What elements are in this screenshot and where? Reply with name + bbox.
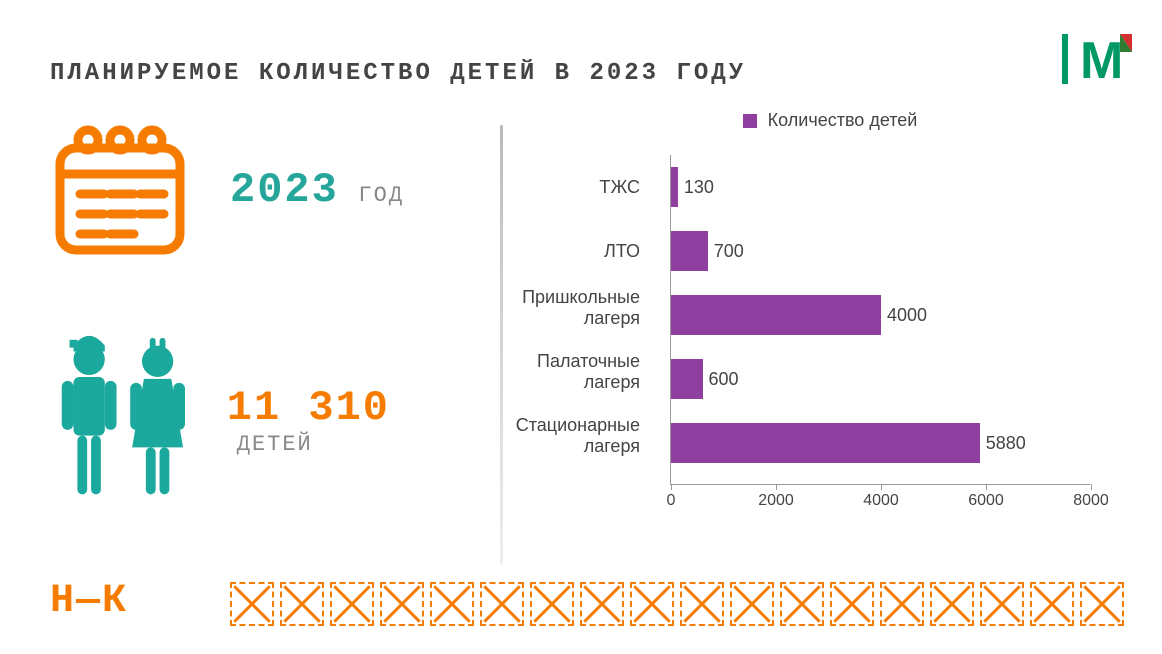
chart-bar-value: 700 — [714, 241, 744, 262]
chart-bar-row: 130 — [671, 167, 714, 207]
vertical-divider — [500, 125, 503, 565]
children-icon — [50, 330, 197, 510]
decor-x-box — [680, 582, 724, 626]
legend-swatch — [743, 114, 757, 128]
chart-bar — [671, 167, 678, 207]
decor-x-box — [730, 582, 774, 626]
chart-bar — [671, 295, 881, 335]
plot: ТЖС130ЛТО700Пришкольныелагеря4000Палаточ… — [670, 155, 1090, 485]
year-unit: ГОД — [358, 183, 404, 208]
chart-bar-row: 5880 — [671, 423, 1026, 463]
chart-x-tick: 4000 — [863, 492, 899, 510]
chart-x-tick-mark — [881, 484, 882, 490]
chart-x-tick-mark — [1091, 484, 1092, 490]
chart-y-label: ЛТО — [510, 241, 640, 262]
decor-x-box — [980, 582, 1024, 626]
chart-bar-value: 130 — [684, 177, 714, 198]
chart-x-tick-mark — [776, 484, 777, 490]
children-unit: ДЕТЕЙ — [237, 432, 313, 457]
decor-x-box — [930, 582, 974, 626]
left-summary-panel: 2023 ГОД — [50, 120, 480, 510]
children-value-group: 11 310 ДЕТЕЙ — [227, 384, 480, 457]
city-logo: М — [1062, 24, 1132, 94]
chart-bar-value: 4000 — [887, 305, 927, 326]
chart-x-tick-mark — [671, 484, 672, 490]
decor-x-box — [1030, 582, 1074, 626]
chart-x-tick: 6000 — [968, 492, 1004, 510]
decor-x-box — [330, 582, 374, 626]
chart-plot-area: ТЖС130ЛТО700Пришкольныелагеря4000Палаточ… — [530, 145, 1110, 525]
chart-y-label: Палаточныелагеря — [510, 351, 640, 392]
year-value-group: 2023 ГОД — [230, 166, 404, 214]
chart-x-tick: 8000 — [1073, 492, 1109, 510]
legend-label: Количество детей — [768, 110, 918, 130]
svg-text:М: М — [1080, 32, 1123, 90]
decor-x-box — [580, 582, 624, 626]
chart-bar-row: 4000 — [671, 295, 927, 335]
decor-x-box — [530, 582, 574, 626]
decor-x-box — [880, 582, 924, 626]
chart-bar-value: 5880 — [986, 433, 1026, 454]
decor-x-box — [380, 582, 424, 626]
year-number: 2023 — [230, 166, 339, 214]
children-number: 11 310 — [227, 384, 390, 432]
chart-bar — [671, 359, 703, 399]
chart-bar — [671, 231, 708, 271]
chart-y-label: ТЖС — [510, 177, 640, 198]
decor-x-box — [430, 582, 474, 626]
chart-bar — [671, 423, 980, 463]
page-title: ПЛАНИРУЕМОЕ КОЛИЧЕСТВО ДЕТЕЙ В 2023 ГОДУ — [50, 60, 746, 87]
children-row: 11 310 ДЕТЕЙ — [50, 330, 480, 510]
decor-x-strip — [230, 582, 1124, 626]
chart-bar-row: 700 — [671, 231, 744, 271]
nk-label: Н—К — [50, 579, 128, 624]
decor-x-box — [1080, 582, 1124, 626]
decor-x-box — [630, 582, 674, 626]
decor-x-box — [230, 582, 274, 626]
calendar-icon — [50, 120, 190, 260]
decor-x-box — [830, 582, 874, 626]
decor-x-box — [780, 582, 824, 626]
chart-y-label: Стационарныелагеря — [510, 415, 640, 456]
chart-x-tick: 2000 — [758, 492, 794, 510]
decor-x-box — [480, 582, 524, 626]
chart-y-label: Пришкольныелагеря — [510, 287, 640, 328]
chart-bar-value: 600 — [709, 369, 739, 390]
year-row: 2023 ГОД — [50, 120, 480, 260]
chart-legend: Количество детей — [530, 110, 1130, 131]
chart-x-tick-mark — [986, 484, 987, 490]
children-chart: Количество детей ТЖС130ЛТО700Пришкольные… — [530, 110, 1130, 525]
chart-x-tick: 0 — [667, 492, 676, 510]
chart-bar-row: 600 — [671, 359, 739, 399]
decor-x-box — [280, 582, 324, 626]
